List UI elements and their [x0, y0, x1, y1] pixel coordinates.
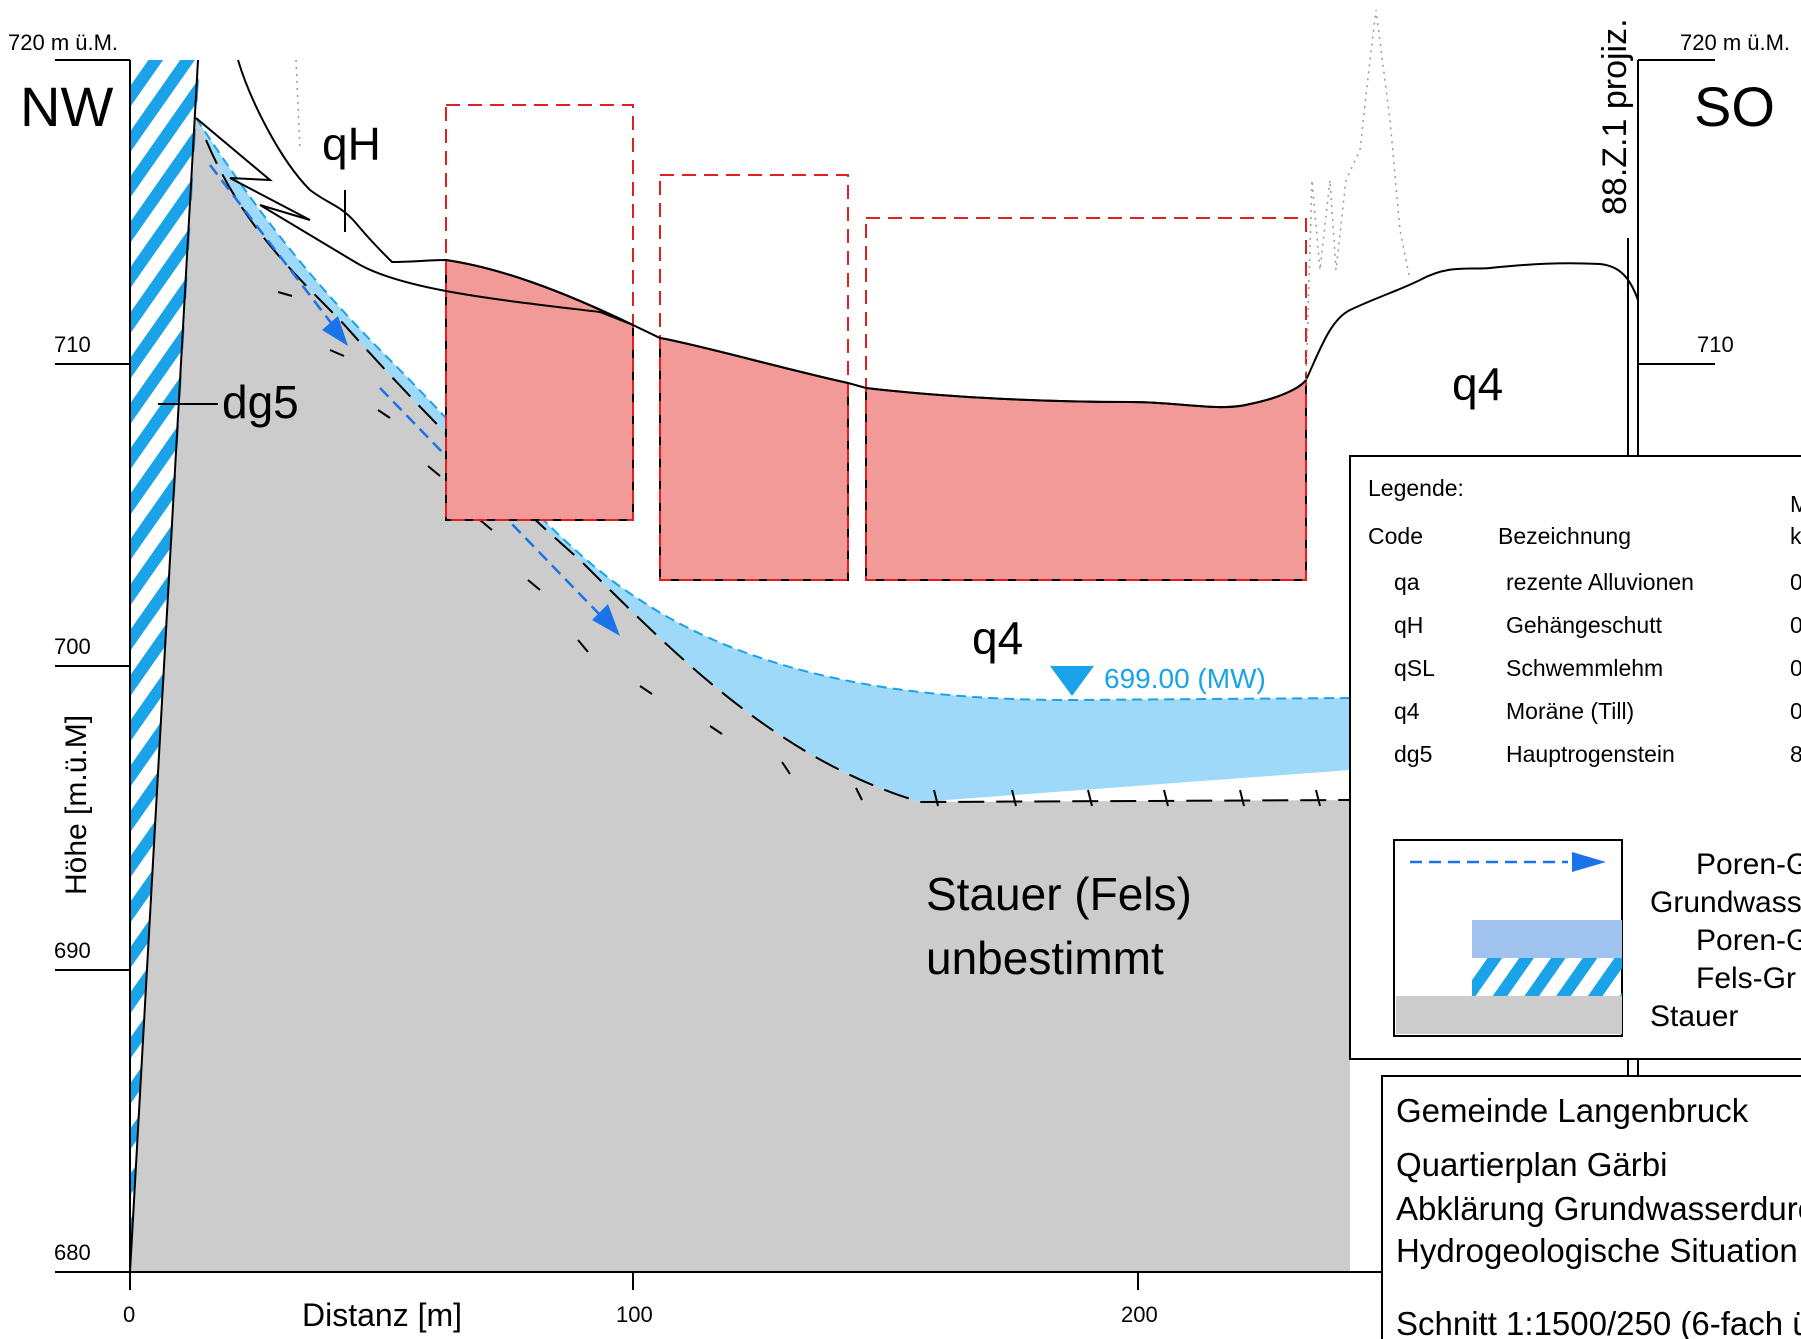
left-axis [55, 59, 1388, 1290]
legend-row-code: qSL [1394, 655, 1435, 681]
legend-row-name: Moräne (Till) [1506, 698, 1634, 724]
y-tick-700: 700 [54, 634, 91, 659]
legend-row-value: 0 [1790, 698, 1801, 724]
title-subject: Hydrogeologische Situation [1396, 1232, 1798, 1269]
legend-rows: qa rezente Alluvionen 0 qH Gehängeschutt… [1394, 569, 1801, 767]
water-level-marker [1050, 666, 1094, 696]
legend-col-code: Code [1368, 523, 1423, 549]
legend-row-name: rezente Alluvionen [1506, 569, 1694, 595]
projection-dotted-lines [295, 9, 1411, 381]
groundwater-table-line [195, 117, 1351, 702]
excavation-pits [445, 104, 1307, 581]
legend-col-extra-sub: k [1790, 523, 1801, 549]
aquitard-area [130, 118, 1350, 1272]
aquitard-label-line1: Stauer (Fels) [926, 868, 1192, 920]
legend-fissured-label: Fels-Gr [1696, 962, 1796, 995]
right-y-tick-710: 710 [1697, 332, 1734, 357]
y-tick-690: 690 [54, 938, 91, 963]
unit-q4-upper-label: q4 [1452, 358, 1503, 410]
title-municipality: Gemeinde Langenbruck [1396, 1092, 1749, 1129]
bedrock-ticks [277, 291, 1321, 807]
legend-porous-swatch [1472, 920, 1622, 958]
legend-row-code: q4 [1394, 698, 1420, 724]
groundwater-aquifer [196, 118, 1350, 802]
y-tick-710: 710 [54, 332, 91, 357]
y-tick-680: 680 [54, 1240, 91, 1265]
bedrock-top-line [205, 139, 1351, 804]
x-tick-0: 0 [123, 1302, 135, 1327]
legend-row-value: 8 [1790, 741, 1801, 767]
legend-aquitard-label: Stauer [1650, 1000, 1738, 1033]
terrain-line [237, 59, 1639, 409]
legend-row-value: 0 [1790, 569, 1801, 595]
legend-flow-label-2: Grundwass [1650, 886, 1801, 919]
unit-dg5-label: dg5 [222, 376, 299, 428]
legend-porous-label: Poren-G [1696, 924, 1801, 957]
unit-q4-lower-label: q4 [972, 612, 1023, 664]
legend-fissured-swatch [1472, 958, 1622, 998]
excavation-pit-3 [865, 377, 1307, 581]
legend-row-name: Gehängeschutt [1506, 612, 1663, 638]
water-level-label: 699.00 (MW) [1104, 663, 1266, 694]
projection-label: 88.Z.1 projiz. [1596, 18, 1634, 215]
y-axis-label: Höhe [m.ü.M] [60, 715, 93, 895]
excavation-pit-1 [445, 258, 634, 521]
left-top-label: 720 m ü.M. [8, 30, 118, 55]
legend-row-name: Schwemmlehm [1506, 655, 1663, 681]
excavation-pit-2 [659, 336, 849, 581]
title-purpose: Abklärung Grundwasserdurchfl [1396, 1190, 1801, 1227]
qh-layer-boundary [195, 117, 634, 326]
x-tick-100: 100 [616, 1302, 653, 1327]
legend-col-extra-top: M [1790, 491, 1801, 517]
left-direction: NW [20, 75, 113, 138]
x-tick-200: 200 [1121, 1302, 1158, 1327]
title-block [1381, 1075, 1801, 1339]
right-top-label: 720 m ü.M. [1680, 30, 1790, 55]
unit-qh-label: qH [322, 118, 381, 170]
legend-row-code: dg5 [1394, 741, 1432, 767]
legend-aquitard-swatch [1396, 996, 1622, 1034]
legend-title: Legende: [1368, 475, 1464, 501]
legend-row-name: Hauptrogenstein [1506, 741, 1675, 767]
x-axis-label: Distanz [m] [302, 1297, 462, 1333]
legend-row-code: qH [1394, 612, 1423, 638]
right-direction: SO [1694, 75, 1775, 138]
legend-flow-label-1: Poren-G [1696, 848, 1801, 881]
legend-col-name: Bezeichnung [1498, 523, 1631, 549]
legend-flow-arrowhead [1572, 852, 1606, 872]
legend-row-code: qa [1394, 569, 1420, 595]
title-plan: Quartierplan Gärbi [1396, 1146, 1667, 1183]
legend-row-value: 0 [1790, 655, 1801, 681]
legend-row-value: 0 [1790, 612, 1801, 638]
aquitard-label-line2: unbestimmt [926, 932, 1164, 984]
title-scale: Schnitt 1:1500/250 (6-fach üb [1396, 1305, 1801, 1339]
